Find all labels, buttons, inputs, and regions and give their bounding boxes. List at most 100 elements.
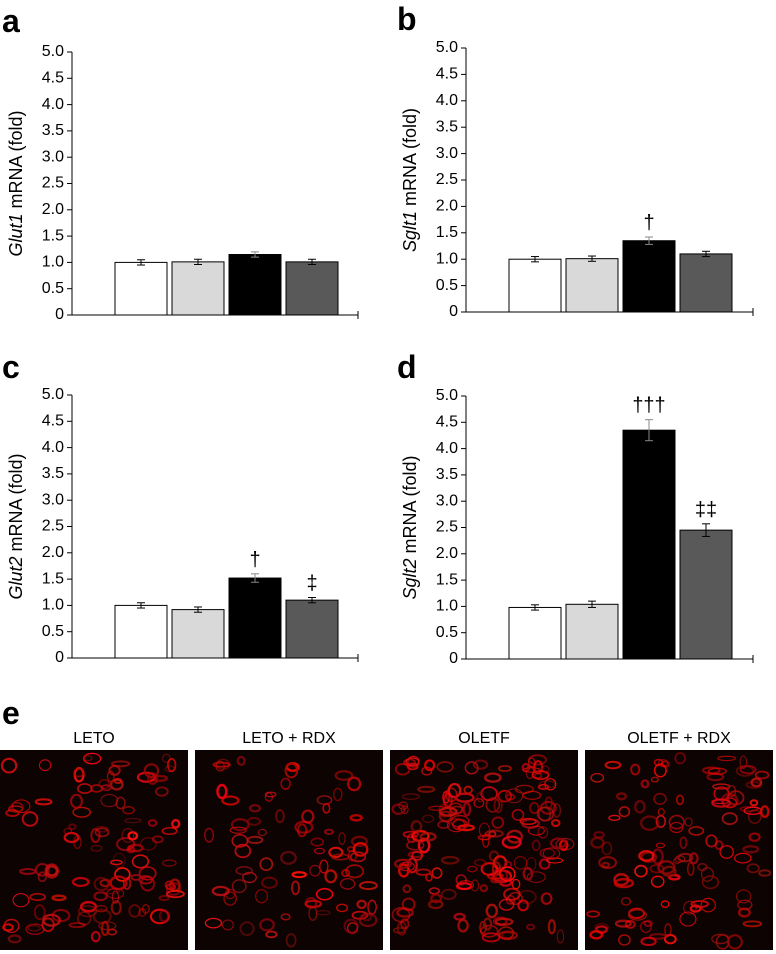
- micrograph-tubule: [122, 876, 132, 890]
- micrograph-tubule: [100, 920, 110, 937]
- micrograph-tubule: [640, 779, 650, 789]
- micrograph-tubule: [688, 825, 705, 836]
- error-bar: [588, 600, 596, 608]
- error-bar: [645, 419, 653, 442]
- micrograph-tubule: [83, 752, 102, 765]
- micrograph-tubule: [358, 912, 378, 928]
- micrograph-tubule: [499, 866, 516, 882]
- micrograph-tubule: [246, 816, 262, 826]
- micrograph-tubule: [405, 757, 420, 767]
- micrograph-tubule: [164, 880, 175, 890]
- micrograph-tubule: [497, 765, 512, 772]
- micrograph-tubule: [257, 828, 267, 836]
- micrograph-tubule: [45, 865, 59, 877]
- micrograph-tubule: [108, 765, 121, 776]
- y-tick-label: 0.5: [436, 277, 458, 294]
- micrograph-tubule: [634, 800, 646, 814]
- micrograph-tubule: [3, 918, 20, 934]
- micrograph-tubule: [113, 777, 123, 785]
- micrograph-tubule: [323, 828, 335, 835]
- micrograph-tubule: [529, 802, 540, 815]
- micrograph-tubule: [138, 866, 157, 881]
- micrograph-tubule: [742, 845, 760, 854]
- significance-mark: †: [643, 212, 654, 234]
- y-tick-label: 0.5: [42, 623, 64, 640]
- micrograph-label: LETO + RDX: [242, 730, 336, 747]
- micrograph-tubule: [221, 795, 240, 806]
- micrograph-tubule: [333, 787, 343, 802]
- micrograph-tubule: [51, 894, 67, 902]
- micrograph-tubule: [165, 889, 185, 899]
- micrograph-tubule: [446, 818, 466, 833]
- micrograph-tubule: [304, 899, 323, 909]
- y-tick-label: 4.5: [436, 66, 458, 83]
- micrograph-tubule: [425, 873, 433, 882]
- error-bar: [137, 602, 145, 609]
- y-tick-label: 5.0: [436, 39, 458, 56]
- micrograph-tubule: [640, 920, 652, 933]
- micrograph-tubule: [294, 820, 314, 834]
- y-tick-label: 4.5: [436, 414, 458, 431]
- micrograph-tubule: [650, 776, 659, 783]
- micrograph-tubule: [261, 876, 278, 889]
- micrograph-tubule: [7, 934, 22, 944]
- micrograph-tubule: [604, 760, 622, 770]
- y-tick-label: 2.0: [436, 545, 458, 562]
- micrograph-tubule: [284, 762, 299, 779]
- micrograph-tubule: [653, 763, 667, 778]
- panel-letter: d: [397, 349, 417, 385]
- micrograph-tubule: [411, 850, 423, 861]
- micrograph-tubule: [675, 794, 685, 806]
- micrograph-tubule: [442, 792, 453, 808]
- micrograph-tubule: [719, 845, 734, 859]
- y-tick-label: 4.0: [42, 439, 64, 456]
- micrograph-tubule: [593, 831, 605, 839]
- micrograph-tubule: [488, 850, 500, 862]
- significance-mark: ‡: [306, 573, 317, 595]
- micrograph-tubule: [539, 848, 556, 859]
- micrograph-tubule: [717, 755, 737, 762]
- y-axis-label-unit: mRNA (fold): [400, 108, 420, 206]
- micrograph-tubule: [161, 753, 171, 763]
- y-tick-label: 4.5: [42, 413, 64, 430]
- micrograph-tubule: [464, 761, 479, 775]
- micrograph-tubule: [498, 930, 518, 941]
- micrograph-tubule: [495, 917, 514, 926]
- micrograph-tubule: [21, 811, 39, 827]
- micrograph-tubule: [421, 766, 433, 776]
- micrograph-tubule: [748, 832, 761, 842]
- micrograph-tubule: [406, 840, 425, 851]
- micrograph-tubule: [328, 846, 344, 859]
- micrograph-tubule: [727, 784, 737, 798]
- micrograph-tubule: [110, 859, 123, 866]
- micrograph-tubule: [151, 835, 164, 844]
- micrograph-tubule: [19, 868, 37, 875]
- micrograph-tubule: [401, 793, 420, 800]
- y-tick-label: 1.0: [436, 598, 458, 615]
- micrograph-tubule: [149, 774, 169, 783]
- micrograph-tubule: [242, 871, 257, 884]
- micrograph-tubule: [68, 823, 77, 831]
- y-tick-label: 1.5: [436, 224, 458, 241]
- micrograph-tubule: [528, 754, 547, 766]
- y-tick-label: 4.0: [436, 440, 458, 457]
- micrograph-tubule: [700, 897, 716, 913]
- micrograph-tubule: [668, 814, 685, 830]
- micrograph-tubule: [594, 923, 609, 932]
- error-bar: [531, 604, 539, 611]
- micrograph-tubule: [310, 837, 325, 847]
- micrograph-tubule: [470, 879, 480, 892]
- micrograph-tubule: [527, 825, 545, 836]
- bar: [565, 603, 619, 660]
- micrograph-tubule: [735, 889, 752, 904]
- micrograph-tubule: [248, 804, 262, 813]
- y-axis-label: Glut1 mRNA (fold): [6, 110, 26, 256]
- micrograph-tubule: [711, 799, 730, 805]
- micrograph-tubule: [664, 923, 672, 937]
- micrograph-tubule: [589, 929, 604, 940]
- micrograph-tubule: [290, 880, 301, 896]
- micrograph-tubule: [491, 816, 505, 829]
- micrograph-tubule: [334, 770, 354, 781]
- micrograph-tubule: [296, 823, 308, 838]
